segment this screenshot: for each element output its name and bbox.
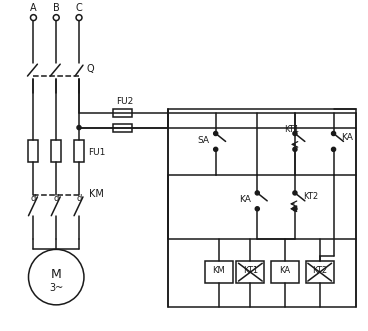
Bar — [306, 261, 333, 283]
Text: M: M — [51, 268, 61, 281]
Bar — [113, 109, 132, 117]
Text: 3~: 3~ — [49, 283, 63, 293]
Circle shape — [255, 207, 259, 211]
Text: KT2: KT2 — [303, 192, 318, 201]
Circle shape — [214, 131, 218, 135]
Circle shape — [332, 147, 336, 151]
Text: KA: KA — [240, 195, 251, 204]
Text: KM: KM — [212, 266, 225, 275]
Text: B: B — [53, 3, 60, 13]
Bar — [205, 261, 233, 283]
Text: KT1: KT1 — [284, 125, 300, 134]
Circle shape — [214, 147, 218, 151]
Text: FU2: FU2 — [116, 97, 133, 106]
Text: A: A — [30, 3, 37, 13]
Bar — [74, 140, 84, 162]
Bar — [113, 123, 132, 131]
Circle shape — [293, 147, 297, 151]
Bar — [271, 261, 299, 283]
Text: d: d — [31, 194, 36, 203]
Circle shape — [77, 125, 81, 129]
Circle shape — [255, 191, 259, 195]
Bar — [168, 109, 356, 307]
Text: C: C — [76, 3, 82, 13]
Circle shape — [293, 131, 297, 135]
Text: KA: KA — [342, 133, 353, 142]
Circle shape — [332, 131, 336, 135]
Bar — [28, 140, 38, 162]
Text: d: d — [76, 194, 82, 203]
Bar — [237, 261, 264, 283]
Bar — [51, 140, 61, 162]
Text: Q: Q — [87, 64, 95, 74]
Text: KT1: KT1 — [243, 266, 258, 275]
Circle shape — [293, 191, 297, 195]
Text: KM: KM — [89, 189, 104, 199]
Text: SA: SA — [198, 136, 210, 145]
Text: d: d — [53, 194, 59, 203]
Text: KT2: KT2 — [312, 266, 327, 275]
Text: KA: KA — [279, 266, 291, 275]
Text: FU1: FU1 — [88, 148, 105, 157]
Circle shape — [293, 207, 297, 211]
